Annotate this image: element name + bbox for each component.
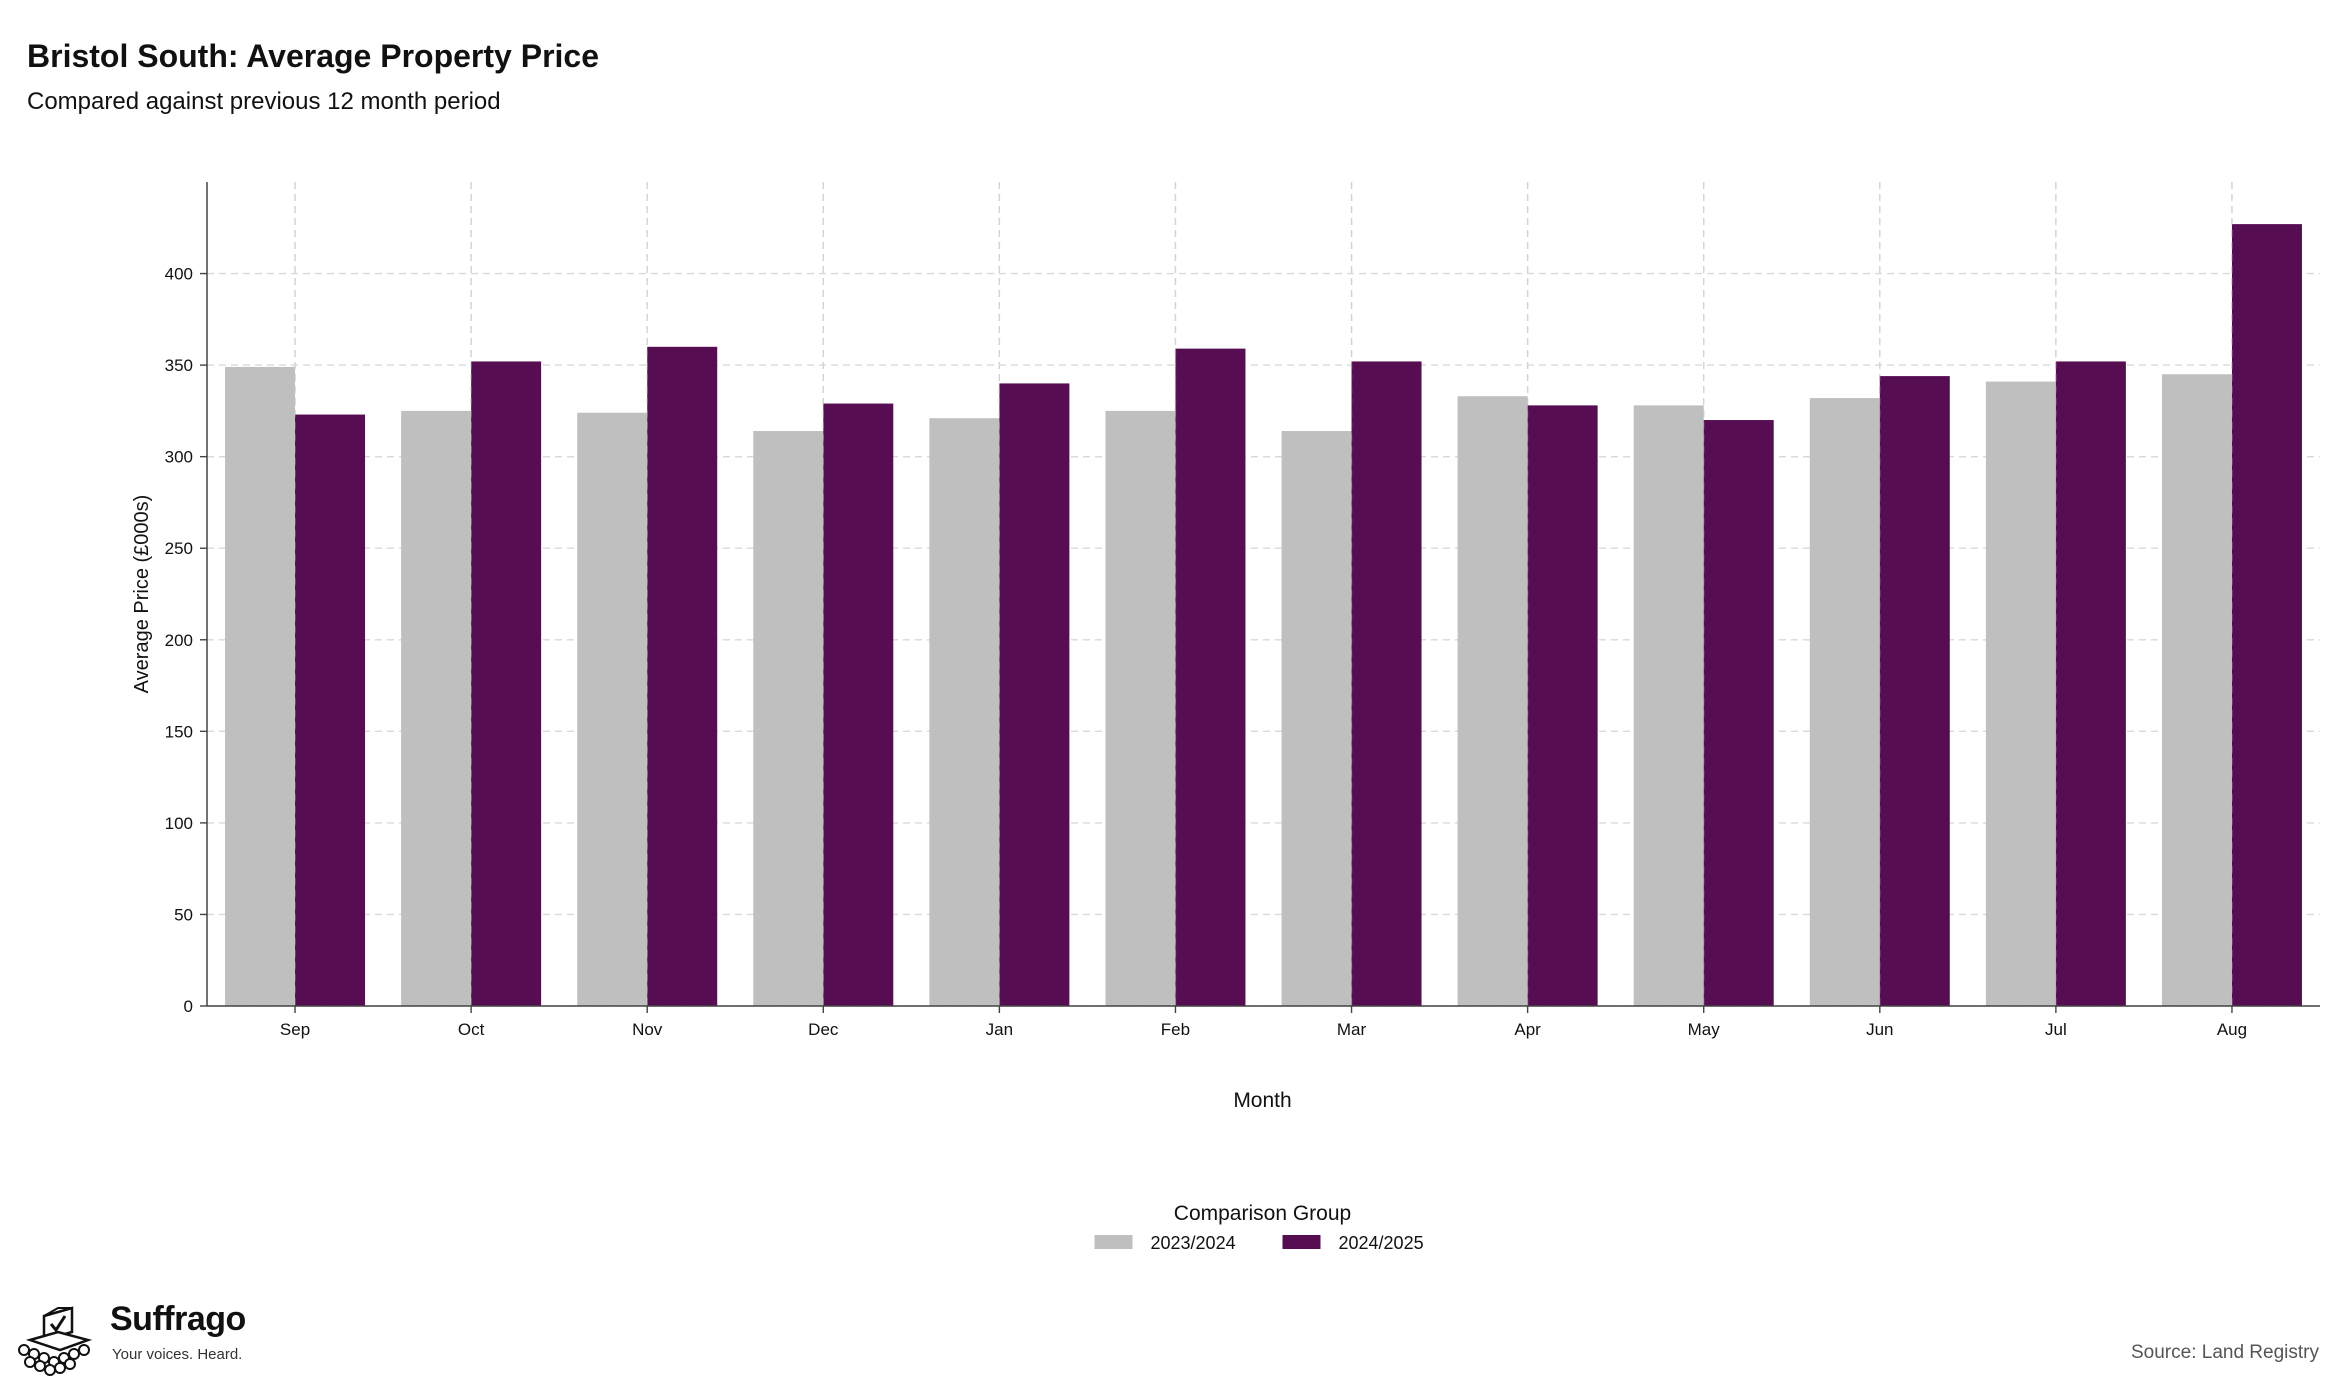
x-tick-label: May <box>1688 1020 1721 1039</box>
bar-2023-2024-mar <box>1281 431 1352 1006</box>
x-axis-label: Month <box>1233 1089 1291 1112</box>
brand-logo: Suffrago Your voices. Heard. <box>14 1296 274 1376</box>
bars <box>225 182 2302 1007</box>
bar-2023-2024-jan <box>929 418 1000 1006</box>
y-tick-label: 150 <box>165 722 193 741</box>
brand-name: Suffrago <box>110 1300 246 1338</box>
x-tick-label: Apr <box>1514 1020 1541 1039</box>
y-tick-label: 100 <box>165 814 193 833</box>
legend-label: 2023/2024 <box>1151 1233 1236 1253</box>
legend-swatch <box>1282 1235 1321 1249</box>
y-tick-label: 350 <box>165 356 193 375</box>
chart-subtitle: Compared against previous 12 month perio… <box>27 88 501 115</box>
y-tick-label: 50 <box>174 905 193 924</box>
bar-2024-2025-mar <box>1351 361 1422 1007</box>
x-tick-label: Jul <box>2045 1020 2067 1039</box>
y-tick-label: 300 <box>165 448 193 467</box>
x-tick-label: Nov <box>632 1020 663 1039</box>
bar-2024-2025-jul <box>2055 361 2126 1007</box>
bar-2024-2025-apr <box>1527 405 1598 1006</box>
bar-2024-2025-jun <box>1879 376 1950 1006</box>
bar-2023-2024-dec <box>753 431 824 1006</box>
x-tick-label: Jun <box>1866 1020 1893 1039</box>
y-tick-label: 400 <box>165 265 193 284</box>
legend-label: 2024/2025 <box>1339 1233 1424 1253</box>
brand-tagline: Your voices. Heard. <box>112 1346 243 1363</box>
x-tick-label: Aug <box>2217 1020 2247 1039</box>
x-tick-label: Oct <box>458 1020 485 1039</box>
bar-2024-2025-feb <box>1175 348 1246 1006</box>
bar-2024-2025-nov <box>647 346 718 1006</box>
legend-title: Comparison Group <box>1174 1202 1351 1225</box>
y-axis-label: Average Price (£000s) <box>131 495 153 694</box>
ballot-box-crowd-icon <box>18 1306 93 1376</box>
y-tick-label: 250 <box>165 539 193 558</box>
y-tick-label: 0 <box>184 997 193 1016</box>
y-tick-label: 200 <box>165 631 193 650</box>
x-tick-label: Dec <box>808 1020 839 1039</box>
bar-2023-2024-oct <box>401 410 472 1006</box>
legend: Comparison Group 2023/2024 2024/2025 <box>1094 1202 1424 1253</box>
legend-item: 2023/2024 <box>1094 1233 1236 1253</box>
chart-title: Bristol South: Average Property Price <box>27 38 599 74</box>
bar-2023-2024-jul <box>1985 381 2056 1006</box>
bar-2023-2024-aug <box>2161 374 2232 1006</box>
bar-2024-2025-aug <box>2231 224 2302 1007</box>
bar-2024-2025-dec <box>823 403 894 1006</box>
bar-2023-2024-feb <box>1105 410 1176 1006</box>
bar-2023-2024-jun <box>1809 398 1880 1006</box>
legend-items: 2023/2024 2024/2025 <box>1094 1233 1424 1253</box>
legend-item: 2024/2025 <box>1282 1233 1424 1253</box>
bar-2023-2024-may <box>1633 405 1704 1006</box>
x-tick-label: Feb <box>1161 1020 1190 1039</box>
y-tick-labels: 0 50 100 150 200 250 300 350 400 <box>165 265 207 1016</box>
x-tick-label: Mar <box>1337 1020 1367 1039</box>
x-tick-label: Jan <box>986 1020 1013 1039</box>
x-tick-label: Sep <box>280 1020 310 1039</box>
x-tick-labels: Sep Oct Nov Dec Jan Feb Mar Apr May Jun Jul Aug <box>280 1006 2247 1039</box>
legend-swatch <box>1094 1235 1133 1249</box>
bar-2023-2024-apr <box>1457 396 1528 1006</box>
bar-2023-2024-sep <box>225 366 296 1006</box>
source-note: Source: Land Registry <box>2131 1342 2319 1363</box>
bar-2024-2025-sep <box>295 414 366 1006</box>
bar-2024-2025-jan <box>999 383 1070 1006</box>
axes <box>206 182 2320 1007</box>
bar-2024-2025-may <box>1703 420 1774 1006</box>
bar-2023-2024-nov <box>577 412 648 1007</box>
bar-2024-2025-oct <box>471 361 542 1007</box>
